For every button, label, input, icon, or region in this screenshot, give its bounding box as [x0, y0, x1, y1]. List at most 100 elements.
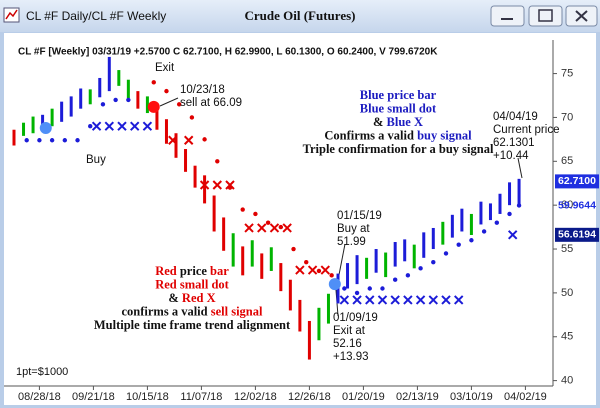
- price-bar: [488, 203, 492, 221]
- price-bar: [365, 257, 369, 279]
- x-marker: [295, 265, 305, 275]
- price-bar: [479, 201, 483, 225]
- callout-text: Confirms a valid: [324, 128, 417, 142]
- price-label-box: [555, 174, 599, 189]
- callout-line: & Red X: [168, 291, 215, 305]
- x-marker: [339, 295, 350, 305]
- x-marker: [91, 121, 102, 131]
- price-bar: [412, 244, 416, 269]
- x-marker: [257, 223, 267, 233]
- x-marker: [142, 121, 153, 131]
- annotation: 01/09/19: [333, 312, 378, 324]
- annotation: 04/04/19: [493, 111, 538, 123]
- price-bar: [164, 119, 168, 144]
- app-icon: [3, 7, 20, 23]
- stop-dot: [494, 220, 500, 225]
- chart-header: CL #F [Weekly] 03/31/19 +2.5700 C 62.710…: [18, 47, 438, 58]
- x-tick-label: 12/02/18: [234, 391, 277, 403]
- price-bar: [450, 214, 454, 238]
- price-bar: [69, 96, 73, 117]
- x-tick-label: 01/20/19: [342, 391, 385, 403]
- callout-text: &: [168, 291, 182, 305]
- annotation: Exit at: [333, 325, 366, 337]
- x-marker: [453, 295, 464, 305]
- x-marker: [507, 230, 518, 240]
- x-marker: [403, 295, 413, 305]
- stop-dot: [367, 286, 372, 291]
- stop-dot: [456, 242, 461, 247]
- callout-text: Multiple time frame trend alignment: [94, 318, 291, 332]
- x-marker: [377, 295, 388, 305]
- callout-text: bar: [210, 264, 229, 278]
- x-marker: [244, 223, 254, 233]
- x-marker: [307, 265, 318, 275]
- stop-dot: [291, 246, 296, 252]
- minimize-button[interactable]: [490, 5, 525, 27]
- callout-text: Blue price bar: [360, 88, 437, 102]
- x-marker: [269, 223, 280, 233]
- price-bar: [136, 91, 140, 109]
- callout-line: & Blue X: [373, 115, 423, 129]
- stop-dot: [278, 224, 284, 230]
- stop-dot: [151, 80, 156, 85]
- annotation: Current price: [493, 124, 559, 136]
- chart-background: [4, 33, 596, 405]
- x-marker: [117, 121, 127, 131]
- price-bar: [203, 175, 207, 204]
- price-bar: [126, 79, 130, 99]
- price-bar: [250, 240, 254, 267]
- stop-dot: [443, 251, 449, 256]
- stop-dot: [75, 138, 80, 143]
- stop-dot: [380, 286, 385, 291]
- price-bar: [279, 263, 283, 292]
- price-bar: [346, 263, 350, 289]
- callout-text: Red: [155, 264, 177, 278]
- price-bar: [184, 149, 188, 172]
- close-button[interactable]: [565, 5, 598, 27]
- y-tick-label: 50: [561, 287, 573, 299]
- x-tick-label: 11/07/18: [180, 391, 222, 403]
- maximize-button[interactable]: [528, 5, 563, 27]
- price-bar: [498, 193, 502, 214]
- stop-dot: [507, 211, 512, 217]
- price-bar: [231, 233, 235, 267]
- stop-dot: [37, 138, 42, 143]
- y-tick-label: 60: [561, 199, 573, 211]
- signal-marker: [147, 100, 160, 113]
- price-bar: [269, 247, 273, 271]
- callout-text: confirms a valid: [122, 304, 211, 318]
- callout-text: price: [177, 264, 210, 278]
- price-bar: [517, 178, 521, 205]
- window-title: CL #F Daily/CL #F Weekly: [26, 9, 166, 23]
- x-marker: [415, 295, 426, 305]
- callout-line: Triple confirmation for a buy signal: [303, 142, 494, 156]
- x-marker: [199, 180, 210, 190]
- stop-dot: [392, 277, 398, 282]
- price-label-box: [555, 227, 599, 242]
- price-bar: [174, 133, 178, 158]
- price-bar: [431, 227, 435, 250]
- annotation: +13.93: [333, 351, 369, 363]
- price-label: 59.9644: [558, 199, 596, 211]
- price-bar: [317, 307, 321, 341]
- x-tick-label: 04/02/19: [504, 391, 547, 403]
- x-marker: [282, 223, 292, 233]
- stop-dot: [329, 273, 334, 278]
- y-tick-label: 40: [561, 375, 573, 387]
- callout-line: Red price bar: [155, 264, 229, 278]
- callout-line: confirms a valid sell signal: [122, 304, 264, 318]
- callout-line: Blue price bar: [360, 88, 437, 102]
- callout-text: buy signal: [417, 128, 472, 142]
- x-tick-label: 12/26/18: [288, 391, 331, 403]
- stop-dot: [240, 207, 245, 212]
- price-bar: [212, 195, 216, 232]
- price-bar: [384, 252, 388, 278]
- price-bar: [460, 208, 464, 232]
- price-bar: [155, 107, 159, 130]
- price-bar: [117, 70, 121, 86]
- callout-text: Triple confirmation for a buy signal: [303, 142, 494, 156]
- price-bar: [88, 89, 92, 105]
- stop-dot: [304, 259, 309, 265]
- price-bar: [241, 246, 245, 276]
